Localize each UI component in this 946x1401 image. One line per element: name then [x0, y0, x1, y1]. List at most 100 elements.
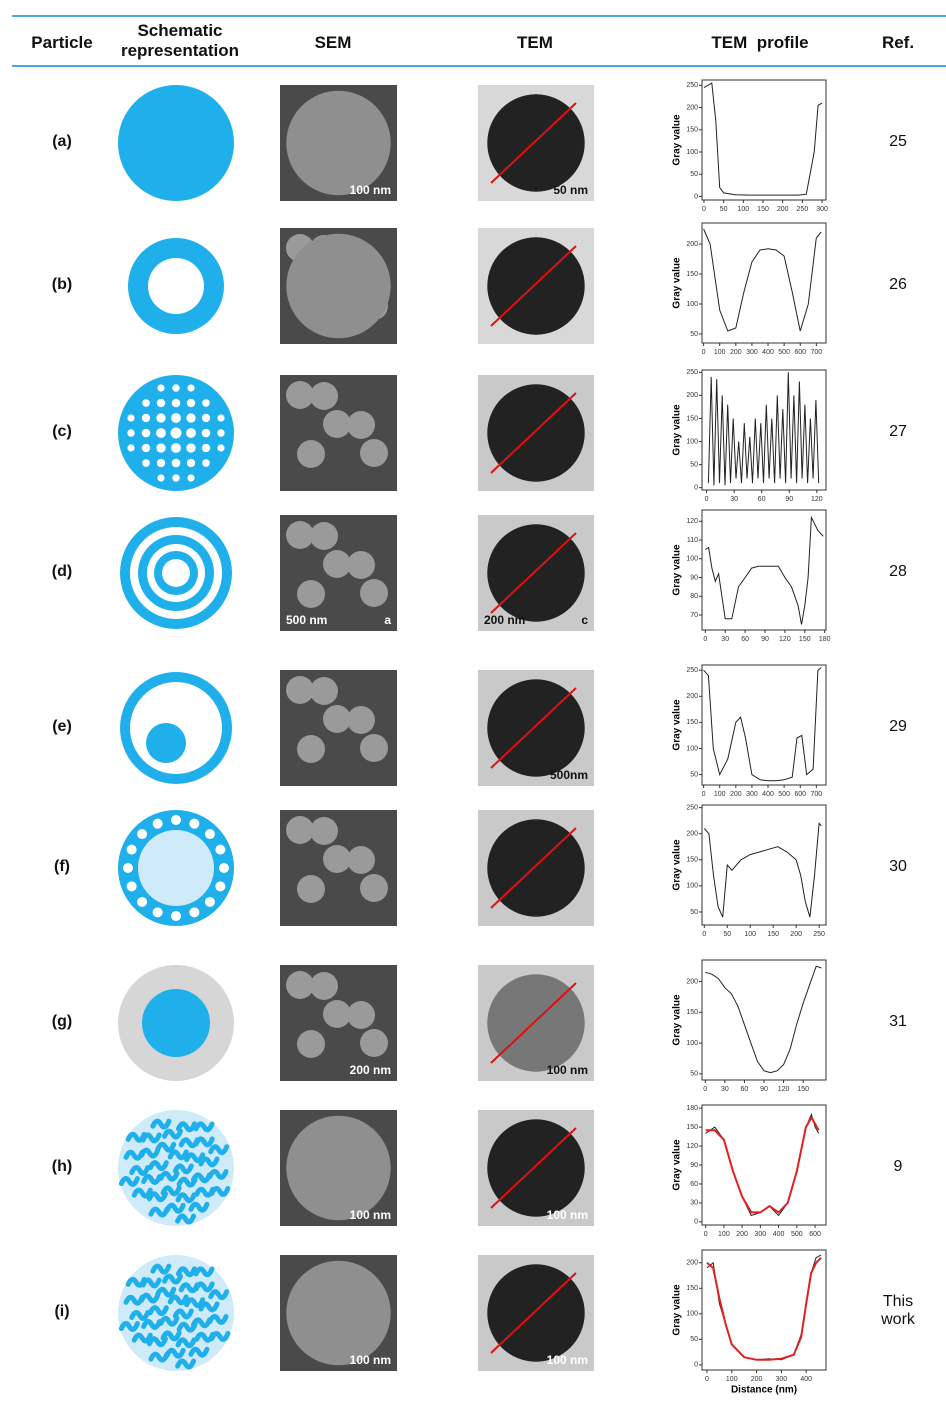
x-tick-label: 100	[714, 349, 726, 356]
shape	[148, 258, 204, 314]
y-tick-label: 50	[690, 1071, 698, 1078]
particle	[323, 705, 351, 733]
y-tick-label: 150	[686, 719, 698, 726]
y-tick-label: 30	[690, 1200, 698, 1207]
row-label: (g)	[30, 1013, 94, 1031]
particle	[297, 580, 325, 608]
header-sem: SEM	[288, 33, 378, 53]
x-tick-label: 200	[736, 1231, 748, 1238]
plot-frame	[702, 665, 826, 785]
pore	[137, 829, 147, 839]
scale-label: 500 nm	[286, 613, 327, 627]
pore	[171, 815, 181, 825]
particle	[310, 382, 338, 410]
y-tick-label: 50	[690, 1336, 698, 1343]
worm	[187, 1300, 203, 1306]
x-tick-label: 0	[702, 931, 706, 938]
particle	[323, 410, 351, 438]
row-label: (h)	[30, 1158, 94, 1176]
y-tick-label: 200	[686, 1260, 698, 1267]
pore	[215, 845, 225, 855]
pore	[172, 459, 181, 468]
worm	[134, 1335, 150, 1341]
pore	[202, 399, 210, 407]
y-tick-label: 200	[686, 693, 698, 700]
plot-frame	[702, 510, 826, 630]
x-tick-label: 100	[714, 791, 726, 798]
x-tick-label: 100	[726, 1376, 738, 1383]
scale-label: 100 nm	[350, 183, 391, 197]
x-tick-label: 0	[703, 636, 707, 643]
x-tick-label: 500	[778, 791, 790, 798]
row-label: (d)	[30, 563, 94, 581]
x-tick-label: 90	[760, 1086, 768, 1093]
reference: 26	[873, 276, 923, 294]
x-tick-label: 200	[730, 791, 742, 798]
worm	[121, 1323, 137, 1329]
worm	[191, 1349, 207, 1355]
worm	[153, 1121, 169, 1127]
x-tick-label: 150	[797, 1086, 809, 1093]
worm	[132, 1312, 148, 1318]
reference: 31	[873, 1013, 923, 1031]
x-axis-label: Distance (nm)	[731, 1385, 797, 1396]
pore	[156, 443, 165, 452]
pore	[217, 444, 224, 451]
particle	[286, 1261, 390, 1365]
tem-image	[478, 228, 594, 344]
worm	[201, 1304, 217, 1310]
pore	[187, 399, 195, 407]
y-axis-label: Gray value	[672, 1284, 683, 1336]
particle	[360, 874, 388, 902]
worm	[175, 1311, 191, 1317]
worm	[175, 1166, 191, 1172]
pore	[186, 413, 195, 422]
tem-image: 100 nm	[478, 1255, 594, 1371]
worm	[212, 1333, 228, 1339]
worm	[128, 1279, 144, 1285]
particle	[360, 439, 388, 467]
scale-label: 200 nm	[484, 613, 525, 627]
y-tick-label: 150	[686, 1009, 698, 1016]
particle	[360, 579, 388, 607]
x-tick-label: 0	[705, 1376, 709, 1383]
schematic	[118, 810, 234, 926]
particle	[310, 677, 338, 705]
worm	[132, 1167, 148, 1173]
particle	[310, 972, 338, 1000]
pore	[142, 414, 150, 422]
x-tick-label: 90	[761, 636, 769, 643]
y-tick-label: 200	[686, 241, 698, 248]
y-tick-label: 150	[686, 1124, 698, 1131]
y-tick-label: 100	[686, 883, 698, 890]
x-tick-label: 30	[721, 636, 729, 643]
y-tick-label: 200	[686, 104, 698, 111]
x-tick-label: 100	[737, 206, 749, 213]
pore	[157, 474, 164, 481]
particle	[286, 521, 314, 549]
particle	[323, 550, 351, 578]
x-tick-label: 250	[797, 206, 809, 213]
worm	[178, 1269, 194, 1275]
plot-frame	[702, 80, 826, 200]
y-tick-label: 0	[694, 485, 698, 492]
pore	[215, 881, 225, 891]
reference: 29	[873, 718, 923, 736]
sem-image: 200 nm	[280, 965, 397, 1081]
x-tick-label: 60	[741, 1086, 749, 1093]
sem-image	[280, 670, 397, 786]
row-label: (a)	[30, 133, 94, 151]
header-particle: Particle	[20, 33, 104, 53]
schematic	[128, 238, 224, 334]
worm	[196, 1139, 212, 1145]
x-tick-label: 60	[758, 496, 766, 503]
x-tick-label: 300	[755, 1231, 767, 1238]
particle	[360, 1029, 388, 1057]
pore	[127, 414, 134, 421]
worm	[170, 1297, 186, 1303]
pore	[171, 413, 181, 423]
pore	[219, 863, 229, 873]
particle	[310, 817, 338, 845]
pore	[137, 897, 147, 907]
y-axis-label: Gray value	[672, 699, 683, 751]
